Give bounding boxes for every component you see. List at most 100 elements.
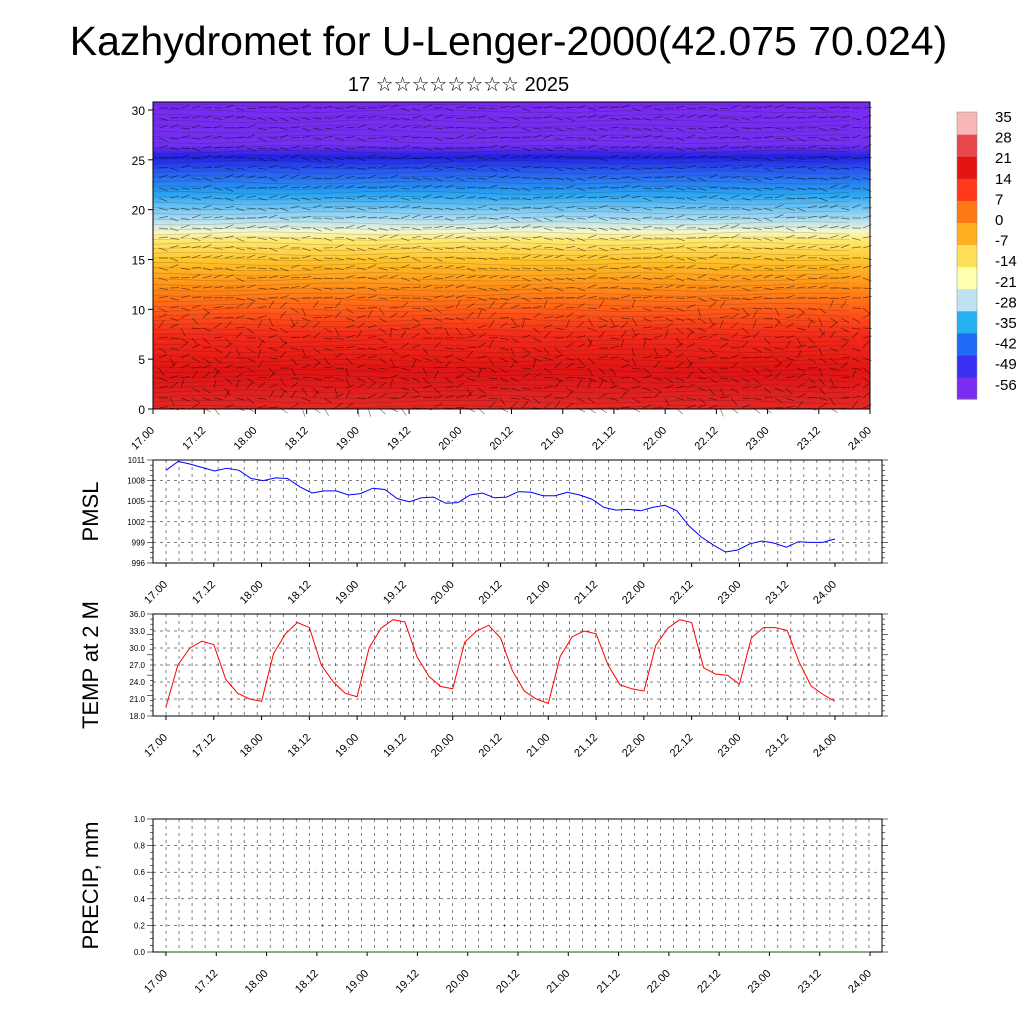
wind-barb — [631, 317, 638, 326]
wind-barb — [587, 307, 598, 310]
wind-barb — [510, 207, 520, 211]
wind-barb — [169, 137, 179, 140]
wind-barb — [554, 177, 564, 181]
wind-barb — [752, 227, 762, 231]
wind-barb — [334, 277, 344, 280]
wind-barb — [851, 177, 861, 181]
wind-barb — [631, 264, 641, 269]
wind-barb — [400, 187, 410, 190]
wind-barb — [169, 237, 179, 240]
wind-barb — [741, 227, 752, 229]
wind-barb — [620, 117, 630, 120]
wind-barb — [477, 164, 487, 169]
wind-barb — [158, 216, 168, 219]
wind-barb — [730, 264, 740, 269]
wind-barb — [829, 157, 839, 161]
wind-barb — [334, 125, 344, 129]
wind-barb — [345, 197, 355, 200]
wind-barb — [389, 347, 398, 355]
x-tick-label: 22.00 — [645, 968, 673, 996]
wind-barb — [851, 134, 861, 139]
wind-barb — [829, 195, 839, 199]
wind-barb — [444, 275, 454, 279]
wind-barb — [301, 175, 311, 179]
wind-barb — [488, 237, 498, 240]
wind-barb — [268, 317, 274, 327]
wind-barb — [389, 195, 399, 199]
wind-barb — [224, 255, 234, 259]
wind-barb — [807, 245, 817, 249]
wind-barb — [774, 287, 785, 289]
wind-barb — [708, 387, 715, 396]
wind-barb — [576, 105, 586, 109]
wind-barb — [708, 136, 718, 139]
wind-barb — [290, 317, 295, 327]
wind-barb — [158, 125, 168, 129]
wind-barb — [345, 307, 354, 314]
wind-barb — [752, 255, 762, 259]
wind-barb — [840, 244, 850, 249]
wind-barb — [708, 157, 719, 159]
wind-barb — [598, 127, 608, 132]
wind-barb — [301, 276, 311, 279]
wind-barb — [488, 107, 498, 110]
wind-barb — [279, 310, 287, 319]
wind-barb — [796, 367, 806, 372]
wind-barb — [477, 297, 487, 302]
wind-barb — [389, 104, 399, 109]
wind-barb — [840, 356, 851, 359]
wind-barb — [433, 265, 443, 269]
wind-barb — [169, 264, 179, 269]
wind-barb — [774, 362, 783, 369]
wind-barb — [202, 327, 212, 332]
wind-barb — [598, 147, 608, 152]
wind-barb — [510, 155, 520, 159]
wind-barb — [400, 330, 407, 339]
wind-barb — [356, 167, 366, 170]
wind-barb — [609, 197, 620, 200]
wind-barb — [675, 297, 686, 299]
wind-barb — [796, 254, 806, 259]
wind-barb — [345, 334, 355, 339]
wind-barb — [169, 277, 180, 279]
wind-barb — [488, 275, 498, 279]
wind-barb — [356, 363, 366, 369]
wind-barb — [257, 349, 262, 359]
wind-barb — [279, 107, 289, 111]
wind-barb — [477, 127, 487, 132]
wind-barb — [444, 225, 454, 229]
wind-barb — [774, 237, 784, 241]
wind-barb — [532, 277, 542, 282]
wind-barb — [499, 167, 509, 171]
wind-barb — [389, 245, 399, 249]
wind-barb — [301, 235, 311, 239]
wind-barb — [213, 124, 223, 129]
wind-barb — [268, 247, 278, 252]
wind-barb — [686, 107, 697, 110]
wind-barb — [543, 316, 553, 319]
wind-barb — [840, 137, 851, 139]
y-tick-label: 18.0 — [129, 712, 145, 721]
wind-barb — [510, 295, 520, 299]
wind-barb — [774, 104, 784, 109]
wind-barb — [807, 386, 817, 389]
wind-barb — [455, 395, 465, 399]
wind-barb — [301, 157, 311, 161]
wind-barb — [620, 330, 627, 339]
wind-barb — [697, 245, 707, 249]
contour-line — [152, 241, 850, 246]
wind-barb — [433, 317, 443, 322]
wind-barb — [510, 377, 520, 383]
wind-barb — [576, 247, 586, 252]
wind-barb — [675, 337, 682, 346]
wind-barb — [411, 126, 421, 129]
wind-barb — [774, 257, 784, 262]
wind-barb — [510, 304, 520, 309]
wind-barb — [708, 377, 717, 383]
wind-barb — [191, 343, 201, 349]
wind-barb — [411, 146, 422, 149]
wind-barb — [785, 322, 794, 329]
wind-barb — [587, 317, 593, 326]
wind-barb — [719, 267, 730, 269]
wind-barb — [774, 114, 784, 119]
